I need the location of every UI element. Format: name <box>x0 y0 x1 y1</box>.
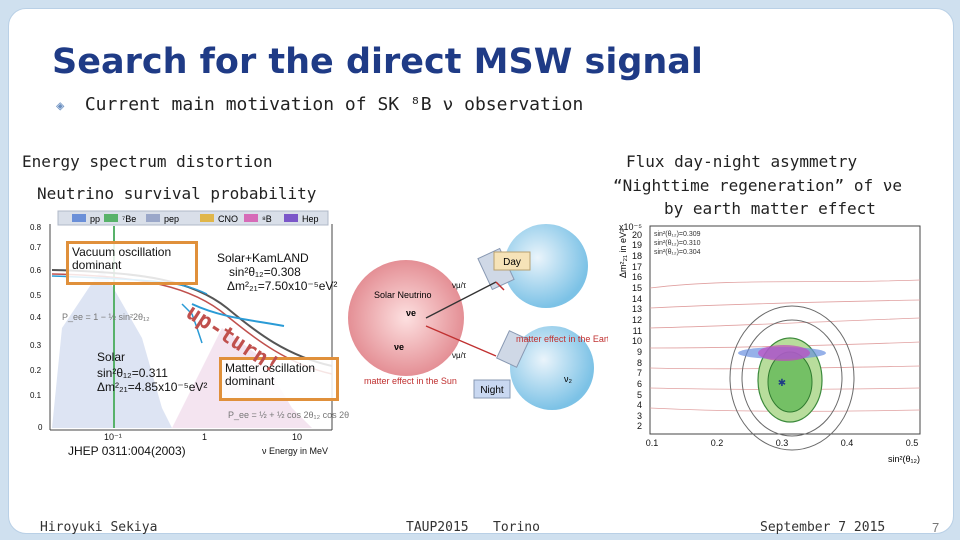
svg-text:x10⁻⁵: x10⁻⁵ <box>619 222 642 232</box>
svg-text:νμ/τ: νμ/τ <box>452 281 467 290</box>
svg-text:10⁻¹: 10⁻¹ <box>104 432 122 442</box>
svg-text:2: 2 <box>637 421 642 431</box>
flux-daynight-heading: Flux day-night asymmetry <box>626 152 858 171</box>
legend-b8: ⁸B <box>262 214 272 224</box>
svg-text:0.4: 0.4 <box>30 313 42 322</box>
survival-xlabel: ν Energy in MeV <box>262 446 328 456</box>
svg-text:0.5: 0.5 <box>906 438 919 448</box>
svg-text:P_ee = 1 − ½ sin²2θ₁₂: P_ee = 1 − ½ sin²2θ₁₂ <box>62 312 150 322</box>
legend-pp: pp <box>90 214 100 224</box>
page-number: 7 <box>932 520 940 535</box>
energy-spectrum-heading: Energy spectrum distortion <box>22 152 273 171</box>
footer-author: Hiroyuki Sekiya <box>40 520 158 535</box>
svg-text:0.8: 0.8 <box>30 223 42 232</box>
svg-text:4: 4 <box>637 400 642 410</box>
bullet-icon: ◈ <box>56 98 65 114</box>
svg-text:11: 11 <box>633 326 642 336</box>
night-label: Night <box>480 385 504 396</box>
svg-text:5: 5 <box>637 390 642 400</box>
svg-text:νe: νe <box>406 308 416 318</box>
svg-text:12: 12 <box>632 315 642 325</box>
survival-probability-heading: Neutrino survival probability <box>37 184 317 203</box>
footer-date: September 7 2015 <box>760 520 886 535</box>
svg-text:0.4: 0.4 <box>841 438 854 448</box>
svg-text:10: 10 <box>292 432 302 442</box>
svg-text:0.7: 0.7 <box>30 243 42 252</box>
svg-text:sin²(θ₁₂)=0.309: sin²(θ₁₂)=0.309 <box>654 231 701 238</box>
contour-xlabel: sin²(θ₁₂) <box>888 454 920 464</box>
svg-text:8: 8 <box>637 358 642 368</box>
svg-text:1: 1 <box>202 432 207 442</box>
svg-text:20: 20 <box>632 230 642 240</box>
legend-hep: Hep <box>302 214 319 224</box>
earth-night-icon <box>510 326 594 410</box>
svg-text:sin²(θ₁₂)=0.310: sin²(θ₁₂)=0.310 <box>654 240 701 247</box>
svg-text:sin²(θ₁₂)=0.304: sin²(θ₁₂)=0.304 <box>654 249 701 256</box>
svg-text:15: 15 <box>632 283 642 293</box>
solar-best-fit-label: Solar sin²θ₁₂=0.311 Δm²₂₁=4.85x10⁻⁵eV² <box>97 350 208 394</box>
svg-text:0.5: 0.5 <box>30 291 42 300</box>
svg-text:0.3: 0.3 <box>30 341 42 350</box>
earth-effect-label: matter effect in the Earth <box>516 334 608 344</box>
solar-neutrino-label: Solar Neutrino <box>374 290 432 300</box>
svg-text:✱: ✱ <box>778 378 786 389</box>
contour-ylabel: Δm²₂₁ in eV² <box>618 229 628 278</box>
oscillation-contour-plot: ✱ sin²(θ₁₂)=0.309 sin²(θ₁₂)=0.310 sin²(θ… <box>612 218 942 466</box>
day-label: Day <box>503 257 521 268</box>
earth-matter-heading: by earth matter effect <box>664 199 876 218</box>
sun-icon <box>348 260 464 376</box>
bullet-item: ◈ Current main motivation of SK ⁸B ν obs… <box>56 94 583 115</box>
vacuum-oscillation-box: Vacuum oscillation dominant <box>66 241 198 285</box>
solar-kamland-label: Solar+KamLAND sin²θ₁₂=0.308 Δm²₂₁=7.50x1… <box>217 251 338 293</box>
footer-conference: TAUP2015 <box>406 520 469 535</box>
earth-day-icon <box>504 224 588 308</box>
sun-effect-label: matter effect in the Sun <box>364 376 457 386</box>
plot-legend: pp ⁷Be pep CNO ⁸B Hep <box>72 214 319 224</box>
svg-text:3: 3 <box>637 411 642 421</box>
legend-cno: CNO <box>218 214 238 224</box>
svg-text:7: 7 <box>637 368 642 378</box>
svg-text:10: 10 <box>632 336 642 346</box>
matter-oscillation-box: Matter oscillation dominant <box>219 357 339 401</box>
svg-text:18: 18 <box>632 251 642 261</box>
svg-text:0.2: 0.2 <box>711 438 724 448</box>
svg-text:ν₂: ν₂ <box>564 374 573 384</box>
svg-text:0: 0 <box>38 423 43 432</box>
svg-text:P_ee = ½ + ½ cos 2θ₁₂ cos 2θ: P_ee = ½ + ½ cos 2θ₁₂ cos 2θ <box>228 410 349 420</box>
svg-text:0.6: 0.6 <box>30 266 42 275</box>
svg-text:16: 16 <box>632 272 642 282</box>
legend-be7: ⁷Be <box>122 214 136 224</box>
reference-citation: JHEP 0311:004(2003) <box>68 444 186 458</box>
svg-text:0.1: 0.1 <box>646 438 659 448</box>
svg-text:14: 14 <box>632 294 642 304</box>
legend-pep: pep <box>164 214 179 224</box>
svg-text:0.3: 0.3 <box>776 438 789 448</box>
svg-text:νμ/τ: νμ/τ <box>452 351 467 360</box>
daynight-diagram: Day Night Solar Neutrino νe νe νμ/τ νμ/τ… <box>348 224 608 410</box>
footer-place: Torino <box>493 520 540 535</box>
svg-text:0.1: 0.1 <box>30 391 42 400</box>
svg-text:19: 19 <box>632 240 642 250</box>
svg-text:6: 6 <box>637 379 642 389</box>
svg-text:νe: νe <box>394 342 404 352</box>
svg-text:0.2: 0.2 <box>30 366 42 375</box>
svg-text:13: 13 <box>632 304 642 314</box>
svg-text:9: 9 <box>637 347 642 357</box>
svg-text:17: 17 <box>632 262 642 272</box>
bullet-text: Current main motivation of SK ⁸B ν obser… <box>84 94 584 115</box>
regeneration-heading: “Nighttime regeneration” of νe <box>613 176 902 195</box>
slide-title: Search for the direct MSW signal <box>52 42 703 82</box>
